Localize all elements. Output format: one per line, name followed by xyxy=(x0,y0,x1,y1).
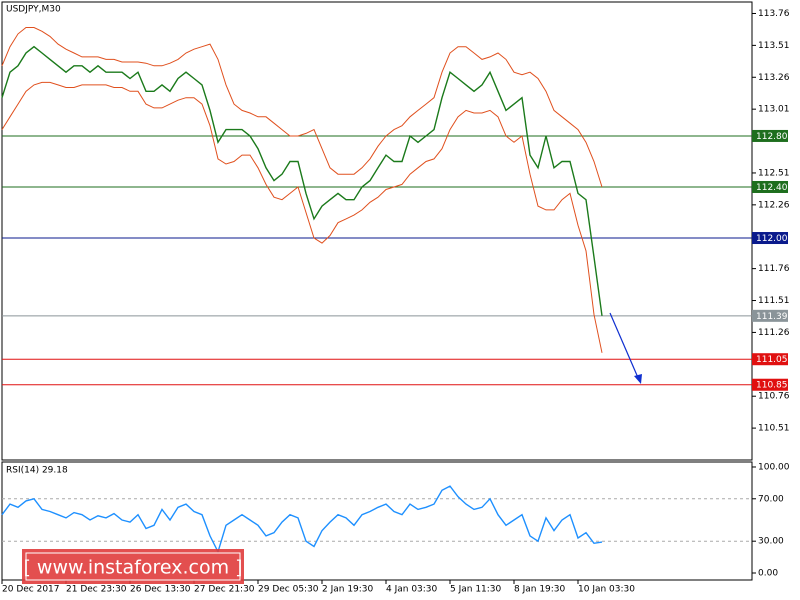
x-tick-label: 5 Jan 11:30 xyxy=(450,585,502,595)
level-label-box xyxy=(752,309,788,322)
watermark-border xyxy=(25,552,241,581)
x-tick-label: 10 Jan 03:30 xyxy=(578,585,635,595)
y-tick-label: 113.01 xyxy=(758,105,790,115)
watermark-box xyxy=(22,549,244,584)
y-tick-label: 111.76 xyxy=(758,264,790,274)
x-tick-label: 8 Jan 19:30 xyxy=(514,585,566,595)
y-tick-label: 112.51 xyxy=(758,168,790,178)
y-tick-label: 113.26 xyxy=(758,73,790,83)
y-tick-label: 113.76 xyxy=(758,9,790,19)
rsi-title: RSI(14) 29.18 xyxy=(6,466,68,476)
level-label-box xyxy=(752,353,788,366)
level-label-box xyxy=(752,180,788,193)
level-label: 111.05 xyxy=(756,355,788,365)
x-tick-label: 21 Dec 23:30 xyxy=(66,585,127,595)
rsi-panel xyxy=(1,461,753,581)
level-label: 112.00 xyxy=(756,234,788,244)
watermark-text: [ www.instaforex.com ] xyxy=(23,557,242,579)
level-label: 111.39 xyxy=(756,312,788,322)
y-tick-label: 30.00 xyxy=(758,537,784,547)
price-panel xyxy=(1,1,753,461)
y-tick-label: 111.26 xyxy=(758,328,790,338)
y-tick-label: 111.51 xyxy=(758,296,790,306)
level-label-box xyxy=(752,378,788,391)
y-tick-label: 100.00 xyxy=(758,462,790,472)
series-line xyxy=(1,27,603,188)
y-tick-label: 0.00 xyxy=(758,569,778,579)
arrow-head xyxy=(634,374,642,384)
y-tick-label: 110.76 xyxy=(758,392,790,402)
level-label: 112.40 xyxy=(756,183,788,193)
y-tick-label: 70.00 xyxy=(758,494,784,504)
y-tick-label: 112.26 xyxy=(758,200,790,210)
forecast-arrow xyxy=(609,312,642,384)
x-tick-label: 4 Jan 03:30 xyxy=(386,585,438,595)
x-tick-label: 26 Dec 13:30 xyxy=(130,585,191,595)
y-tick-label: 113.51 xyxy=(758,41,790,51)
x-tick-label: 29 Dec 05:30 xyxy=(258,585,319,595)
x-tick-label: 20 Dec 2017 xyxy=(2,585,60,595)
series-line xyxy=(1,81,603,353)
y-tick-label: 110.51 xyxy=(758,424,790,434)
watermark: [ www.instaforex.com ] xyxy=(22,549,244,584)
chart-title: USDJPY,M30 xyxy=(6,5,61,15)
arrow-line xyxy=(609,312,640,381)
level-label-box xyxy=(752,129,788,142)
level-label: 112.80 xyxy=(756,132,788,142)
level-label: 110.85 xyxy=(756,381,788,391)
x-tick-label: 27 Dec 21:30 xyxy=(194,585,255,595)
series-line xyxy=(1,485,603,554)
x-tick-label: 2 Jan 19:30 xyxy=(322,585,374,595)
level-label-box xyxy=(752,232,788,245)
series-line xyxy=(1,45,603,316)
